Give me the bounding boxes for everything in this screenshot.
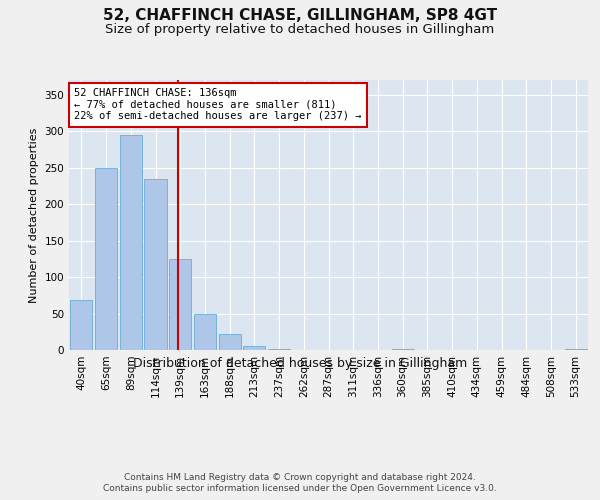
Bar — [169, 259, 191, 350]
Bar — [119, 134, 142, 350]
Y-axis label: Number of detached properties: Number of detached properties — [29, 128, 39, 302]
Bar — [194, 314, 216, 350]
Text: Distribution of detached houses by size in Gillingham: Distribution of detached houses by size … — [133, 358, 467, 370]
Text: 52, CHAFFINCH CHASE, GILLINGHAM, SP8 4GT: 52, CHAFFINCH CHASE, GILLINGHAM, SP8 4GT — [103, 8, 497, 22]
Bar — [243, 346, 265, 350]
Bar — [70, 300, 92, 350]
Bar — [145, 178, 167, 350]
Text: Size of property relative to detached houses in Gillingham: Size of property relative to detached ho… — [106, 22, 494, 36]
Bar — [218, 334, 241, 350]
Text: Contains HM Land Registry data © Crown copyright and database right 2024.: Contains HM Land Registry data © Crown c… — [124, 472, 476, 482]
Bar — [95, 168, 117, 350]
Text: Contains public sector information licensed under the Open Government Licence v3: Contains public sector information licen… — [103, 484, 497, 493]
Text: 52 CHAFFINCH CHASE: 136sqm
← 77% of detached houses are smaller (811)
22% of sem: 52 CHAFFINCH CHASE: 136sqm ← 77% of deta… — [74, 88, 362, 122]
